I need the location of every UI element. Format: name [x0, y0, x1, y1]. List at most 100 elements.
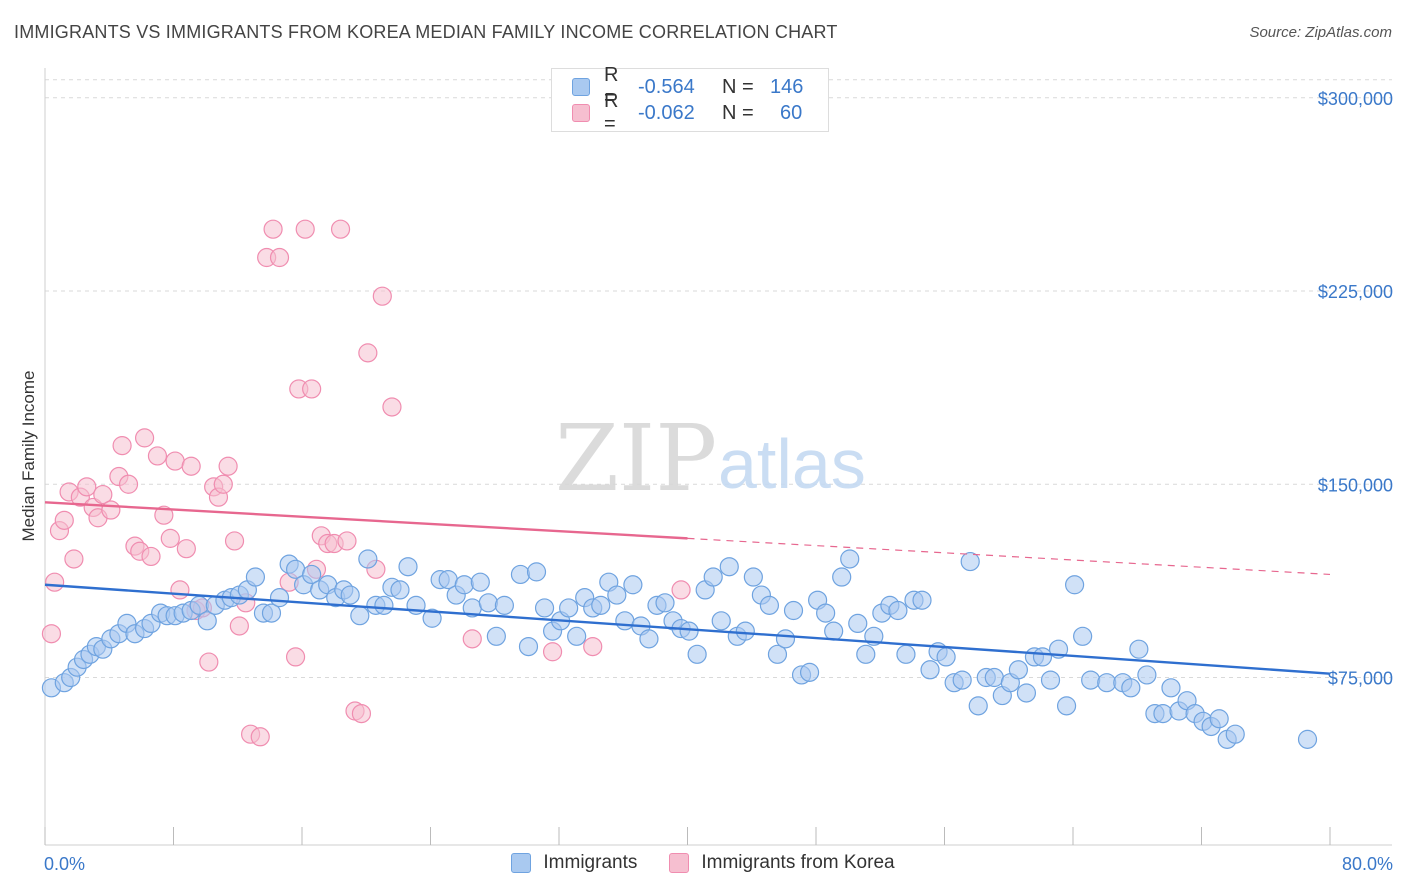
- korea-point: [269, 247, 290, 268]
- korea-point: [54, 510, 74, 530]
- immigrants-point: [1297, 729, 1318, 749]
- korea-point: [671, 580, 691, 600]
- korea-point: [118, 474, 139, 494]
- korea-point: [154, 505, 174, 525]
- immigrants-point: [1040, 670, 1061, 690]
- immigrants-point: [591, 595, 611, 615]
- korea-point: [41, 624, 62, 644]
- korea-point: [134, 428, 155, 448]
- legend-n-label: N =: [722, 75, 754, 98]
- korea-point: [165, 451, 185, 471]
- watermark-atlas: atlas: [718, 425, 866, 503]
- immigrants-point: [920, 660, 940, 680]
- legend-r-value: -0.564: [638, 75, 695, 98]
- legend-row-korea: R = -0.062 N = 60: [572, 90, 803, 135]
- watermark-zip: ZIP: [555, 405, 717, 512]
- immigrants-point: [840, 549, 860, 569]
- immigrants-point: [302, 564, 322, 585]
- immigrants-point: [398, 557, 418, 577]
- immigrants-point: [896, 644, 916, 664]
- y-tick-labels: $75,000 $150,000 $225,000 $300,000: [1318, 89, 1393, 689]
- legend-label-immigrants: Immigrants: [543, 852, 638, 873]
- immigrants-point: [775, 629, 796, 649]
- chart-title: IMMIGRANTS VS IMMIGRANTS FROM KOREA MEDI…: [14, 22, 838, 42]
- korea-point: [229, 616, 249, 636]
- immigrants-point: [615, 611, 635, 631]
- legend-n-label: N =: [722, 101, 754, 124]
- immigrants-point: [559, 598, 579, 618]
- immigrants-point: [1008, 660, 1028, 680]
- korea-point: [147, 446, 168, 466]
- legend-item-korea: Immigrants from Korea: [669, 852, 895, 874]
- korea-point: [64, 549, 84, 569]
- korea-point: [337, 531, 357, 551]
- korea-point: [170, 580, 190, 600]
- immigrants-point: [888, 600, 908, 621]
- legend-n-value: 60: [780, 101, 803, 124]
- immigrants-point: [719, 557, 739, 577]
- immigrants-point: [799, 662, 820, 682]
- immigrants-point: [1056, 696, 1077, 716]
- korea-point: [213, 474, 233, 494]
- immigrants-point: [848, 613, 868, 634]
- legend-row-immigrants: R = -0.564 N = 146: [572, 64, 803, 109]
- immigrants-point: [526, 562, 547, 582]
- immigrants-point: [1081, 670, 1101, 690]
- immigrants-point: [422, 608, 442, 628]
- immigrants-point: [340, 585, 360, 605]
- korea-point: [542, 642, 563, 662]
- immigrants-point: [1073, 626, 1093, 646]
- immigrants-point: [494, 595, 514, 615]
- korea-point: [302, 379, 322, 399]
- source-label: Source: ZipAtlas.com: [1249, 24, 1392, 41]
- korea-point: [263, 219, 283, 239]
- korea-point: [101, 500, 121, 520]
- immigrants-point: [960, 551, 980, 572]
- legend-r-label: R =: [604, 64, 619, 109]
- immigrants-point: [1065, 575, 1085, 595]
- immigrants-point: [607, 585, 627, 605]
- legend-r-label: R =: [604, 90, 619, 135]
- immigrants-point: [350, 606, 370, 626]
- korea-point: [112, 436, 132, 456]
- immigrants-point: [390, 580, 410, 600]
- immigrants-point: [952, 670, 972, 690]
- korea-point: [382, 397, 402, 417]
- immigrants-point: [703, 567, 723, 587]
- korea-trend-line-extension: [687, 537, 1331, 576]
- korea-point: [224, 531, 245, 551]
- immigrants-point: [510, 564, 531, 585]
- korea-point: [77, 477, 97, 497]
- immigrants-point: [1129, 639, 1149, 659]
- immigrants-point: [759, 595, 780, 615]
- legend-swatch-blue: [572, 78, 590, 96]
- immigrants-point: [1209, 709, 1229, 729]
- korea-point: [351, 703, 372, 724]
- x-tick-label-min: 0.0%: [44, 854, 85, 874]
- immigrants-point: [197, 611, 217, 631]
- immigrants-point: [1153, 703, 1173, 724]
- legend-r-value: -0.062: [638, 101, 695, 124]
- korea-point: [181, 456, 201, 476]
- korea-point: [93, 484, 113, 505]
- korea-point: [199, 652, 219, 672]
- immigrants-point: [687, 644, 707, 664]
- immigrants-point: [1097, 673, 1117, 693]
- korea-point: [462, 629, 482, 649]
- immigrants-trend-line: [44, 583, 1331, 675]
- korea-point: [330, 219, 351, 239]
- immigrants-point: [936, 647, 956, 667]
- korea-point: [372, 286, 392, 306]
- korea-point: [358, 343, 378, 363]
- immigrants-point: [679, 621, 699, 641]
- immigrants-point: [261, 603, 282, 623]
- immigrants-point: [735, 621, 755, 641]
- legend-label-korea: Immigrants from Korea: [701, 852, 895, 873]
- x-tick-label-max: 80.0%: [1342, 854, 1393, 874]
- immigrants-point: [358, 549, 378, 569]
- korea-point: [250, 727, 270, 747]
- legend-swatch-pink: [572, 104, 590, 122]
- immigrants-point: [711, 611, 731, 631]
- immigrants-point: [968, 696, 988, 716]
